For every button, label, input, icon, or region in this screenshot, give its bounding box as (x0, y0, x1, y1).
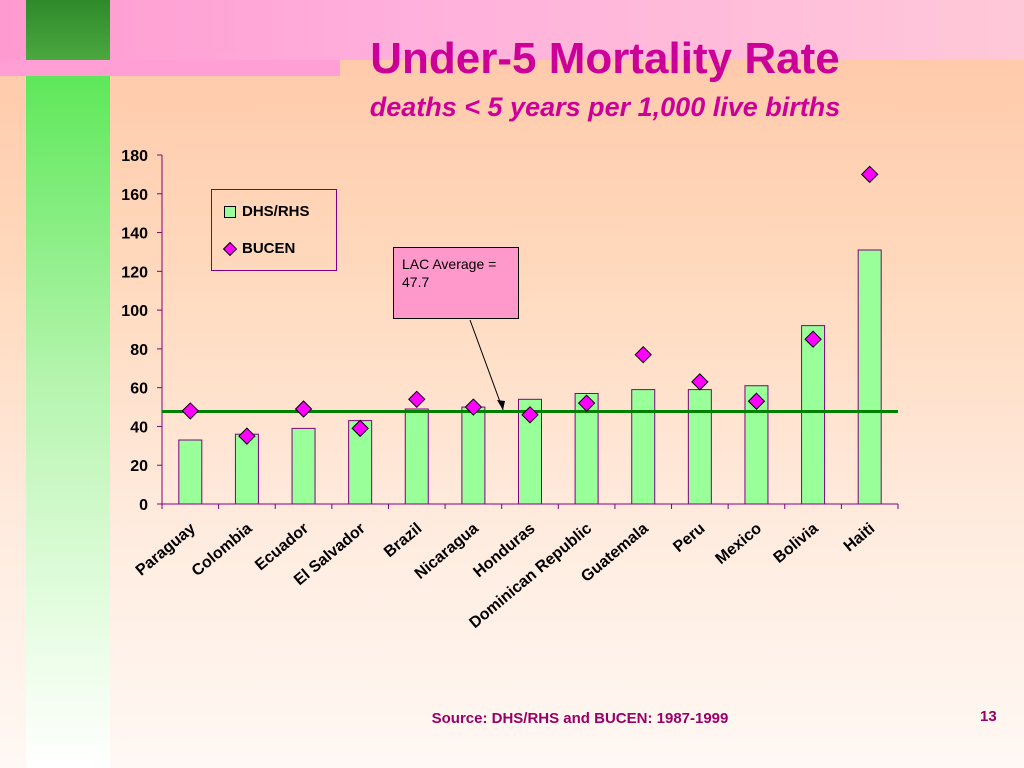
chart-legend: DHS/RHS BUCEN (211, 189, 337, 271)
source-note: Source: DHS/RHS and BUCEN: 1987-1999 (431, 710, 729, 727)
x-category-label: Haiti (841, 520, 878, 555)
pink-stripe (0, 60, 340, 76)
marker-bucen-nicaragua (464, 398, 483, 416)
marker-bucen-guatemala (634, 345, 652, 364)
diamond-marker-icon (222, 241, 238, 256)
y-tick-label: 180 (121, 148, 148, 165)
marker-bucen-bolivia (804, 330, 822, 348)
bar-dhs-nicaragua (461, 406, 486, 505)
bar-dhs-peru (687, 389, 712, 505)
bar-dhs-dominican-republic (574, 392, 599, 505)
bar-dhs-guatemala (631, 389, 656, 505)
marker-bucen-mexico (747, 392, 766, 410)
legend-label-dhs: DHS/RHS (242, 203, 310, 220)
x-category-label: Mexico (713, 520, 766, 568)
x-category-label: Peru (670, 520, 708, 556)
y-tick-label: 120 (121, 264, 148, 281)
slide-title: Under-5 Mortality Rate (370, 34, 840, 83)
header-band (0, 0, 1024, 60)
marker-bucen-honduras (521, 406, 539, 424)
x-category-label: Paraguay (133, 520, 199, 579)
bar-dhs-mexico (744, 385, 769, 505)
callout-arrow-head (497, 400, 505, 410)
bar-dhs-paraguay (178, 439, 203, 505)
marker-bucen-peru (691, 373, 709, 391)
bar-dhs-bolivia (801, 325, 826, 505)
y-tick-label: 60 (130, 381, 148, 398)
bar-swatch-icon (224, 205, 236, 218)
x-category-label: Bolivia (771, 520, 822, 567)
legend-entry-bucen: BUCEN (222, 240, 296, 257)
green-side-bar (26, 76, 110, 768)
marker-bucen-haiti (860, 165, 879, 184)
y-tick-label: 100 (121, 303, 148, 320)
marker-bucen-ecuador (294, 400, 313, 418)
y-tick-label: 0 (139, 497, 148, 514)
y-tick-label: 40 (130, 419, 148, 436)
marker-bucen-colombia (238, 427, 256, 445)
callout-arrow-line (469, 319, 504, 411)
bar-dhs-haiti (857, 249, 882, 505)
y-tick-label: 20 (130, 458, 148, 475)
marker-bucen-el-salvador (351, 419, 369, 438)
bar-dhs-honduras (518, 398, 542, 505)
marker-bucen-brazil (408, 390, 426, 409)
y-tick-label: 80 (130, 342, 148, 359)
lac-average-callout: LAC Average = 47.7 (393, 247, 519, 319)
slide-subtitle: deaths < 5 years per 1,000 live births (369, 92, 841, 122)
legend-label-bucen: BUCEN (242, 240, 296, 257)
x-category-label: Brazil (381, 520, 425, 561)
marker-bucen-dominican-republic (577, 394, 596, 412)
bar-dhs-ecuador (291, 427, 316, 505)
y-tick-label: 140 (121, 226, 148, 243)
x-category-label: Colombia (189, 520, 256, 580)
page-number: 13 (980, 708, 997, 725)
legend-entry-dhs: DHS/RHS (224, 203, 310, 220)
x-category-label: Nicaragua (412, 520, 482, 583)
green-corner-block (26, 0, 110, 60)
bar-dhs-brazil (404, 408, 429, 505)
marker-bucen-paraguay (181, 402, 200, 420)
y-tick-label: 160 (121, 187, 148, 204)
